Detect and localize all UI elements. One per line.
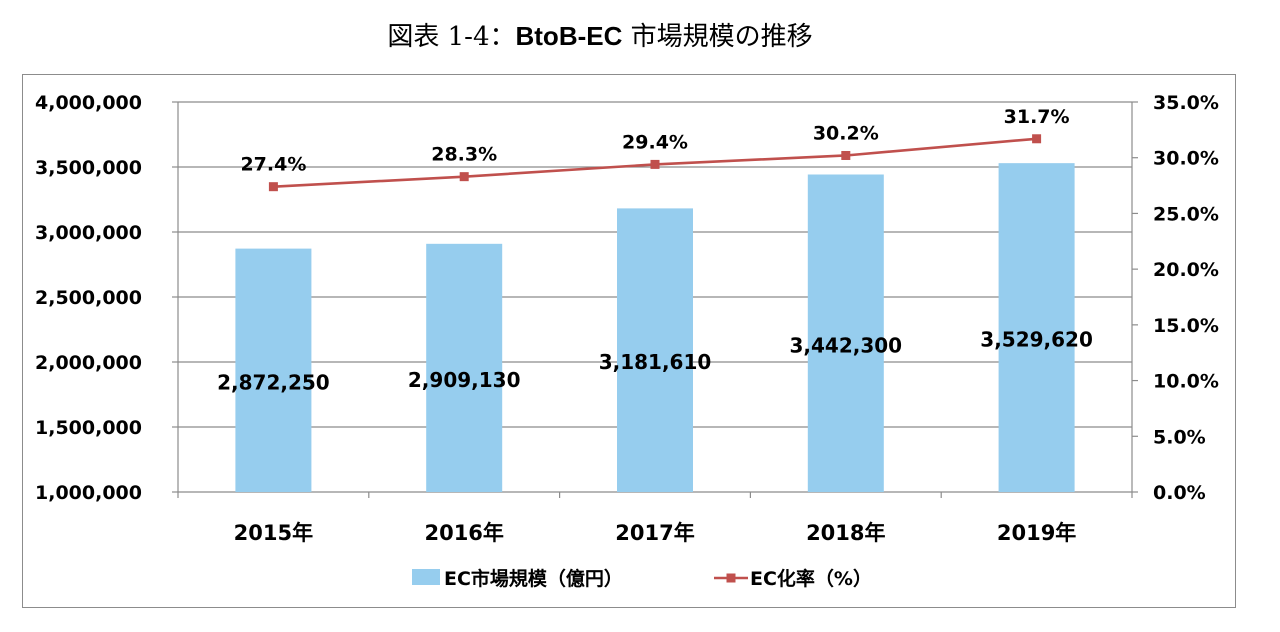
- bar: [235, 248, 312, 492]
- legend-line-label: EC化率（%）: [750, 567, 872, 590]
- ec-rate-label: 28.3%: [431, 144, 497, 166]
- right-tick-label: 5.0%: [1153, 426, 1206, 448]
- ec-rate-label: 29.4%: [622, 131, 688, 153]
- ec-rate-marker: [268, 182, 278, 192]
- title-bold: BtoB-EC: [515, 21, 623, 51]
- chart-frame: [22, 74, 1236, 608]
- title-suffix: 市場規模の推移: [622, 22, 813, 52]
- bar-value-label: 2,909,130: [408, 368, 521, 392]
- legend-bar-swatch: [412, 569, 440, 585]
- bar-value-label: 3,442,300: [789, 333, 902, 357]
- left-tick-label: 1,500,000: [35, 417, 142, 439]
- bar: [617, 208, 693, 493]
- bar-value-label: 3,529,620: [980, 328, 1093, 352]
- ec-rate-marker: [1032, 134, 1042, 144]
- left-tick-label: 4,000,000: [35, 92, 142, 114]
- bar-value-label: 3,181,610: [599, 350, 712, 374]
- ec-rate-marker: [841, 150, 851, 160]
- x-category-label: 2017年: [615, 521, 694, 545]
- bar: [807, 174, 884, 492]
- bar-value-label: 2,872,250: [217, 370, 330, 394]
- right-tick-label: 25.0%: [1153, 203, 1219, 225]
- ec-rate-marker: [459, 172, 469, 182]
- x-category-label: 2019年: [997, 521, 1076, 545]
- left-tick-label: 2,500,000: [35, 287, 142, 309]
- left-tick-label: 1,000,000: [35, 482, 142, 504]
- right-tick-label: 20.0%: [1153, 259, 1219, 281]
- right-tick-label: 30.0%: [1153, 148, 1219, 170]
- x-category-label: 2018年: [806, 521, 885, 545]
- title-prefix: 図表 1-4：: [387, 22, 516, 52]
- left-tick-label: 3,500,000: [35, 157, 142, 179]
- right-tick-label: 35.0%: [1153, 92, 1219, 114]
- legend-bar-label: EC市場規模（億円）: [444, 567, 623, 590]
- ec-rate-marker: [650, 159, 660, 169]
- right-tick-label: 10.0%: [1153, 371, 1219, 393]
- legend-line-marker: [726, 573, 736, 583]
- x-category-label: 2015年: [234, 521, 313, 545]
- ec-rate-label: 27.4%: [240, 154, 306, 176]
- bar: [426, 243, 503, 492]
- left-tick-label: 3,000,000: [35, 222, 142, 244]
- ec-rate-label: 30.2%: [813, 122, 879, 144]
- right-tick-label: 15.0%: [1153, 315, 1219, 337]
- x-category-label: 2016年: [424, 521, 503, 545]
- right-tick-label: 0.0%: [1153, 482, 1206, 504]
- chart-title: 図表 1-4：BtoB-EC 市場規模の推移: [0, 16, 1200, 53]
- bar: [998, 163, 1075, 492]
- left-tick-label: 2,000,000: [35, 352, 142, 374]
- ec-rate-label: 31.7%: [1004, 106, 1070, 128]
